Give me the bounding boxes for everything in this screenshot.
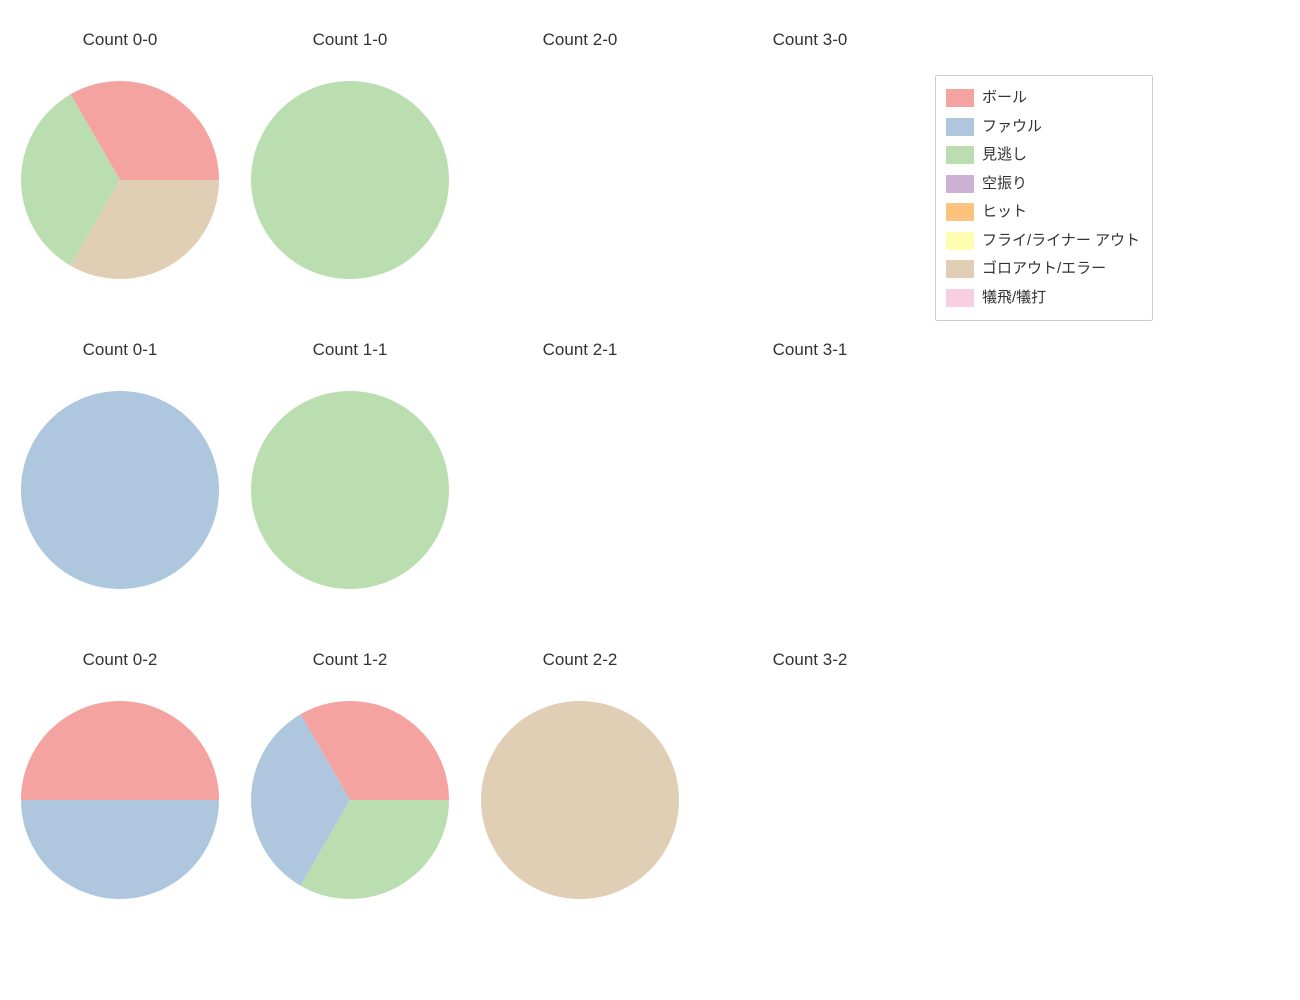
legend-item: ファウル — [946, 113, 1140, 142]
chart-grid-root: Count 0-033.333.333.3Count 1-0100.0Count… — [0, 0, 1300, 1000]
legend-swatch — [946, 146, 974, 164]
pie-title: Count 1-0 — [240, 30, 460, 50]
pie-slice — [251, 81, 449, 279]
legend-item: ゴロアウト/エラー — [946, 255, 1140, 284]
pie-title: Count 2-0 — [470, 30, 690, 50]
legend-swatch — [946, 118, 974, 136]
legend-label: 空振り — [982, 170, 1027, 199]
pie-slice — [481, 701, 679, 899]
pie-title: Count 0-0 — [10, 30, 230, 50]
pie-chart — [19, 389, 221, 591]
pie-title: Count 0-2 — [10, 650, 230, 670]
pie-slice — [251, 391, 449, 589]
legend-label: ゴロアウト/エラー — [982, 255, 1106, 284]
legend-item: 見逃し — [946, 141, 1140, 170]
pie-title: Count 1-1 — [240, 340, 460, 360]
legend-label: ヒット — [982, 198, 1027, 227]
pie-chart — [19, 699, 221, 901]
legend-label: フライ/ライナー アウト — [982, 227, 1140, 256]
legend-label: 見逃し — [982, 141, 1027, 170]
pie-chart — [249, 389, 451, 591]
pie-title: Count 3-0 — [700, 30, 920, 50]
pie-title: Count 0-1 — [10, 340, 230, 360]
pie-slice — [21, 701, 219, 800]
legend-label: ファウル — [982, 113, 1042, 142]
pie-slice — [21, 800, 219, 899]
legend-swatch — [946, 203, 974, 221]
legend-label: 犠飛/犠打 — [982, 284, 1046, 313]
legend-item: ボール — [946, 84, 1140, 113]
pie-slice — [21, 391, 219, 589]
legend-item: フライ/ライナー アウト — [946, 227, 1140, 256]
legend-swatch — [946, 175, 974, 193]
pie-title: Count 2-1 — [470, 340, 690, 360]
legend-item: ヒット — [946, 198, 1140, 227]
pie-chart — [249, 79, 451, 281]
pie-title: Count 1-2 — [240, 650, 460, 670]
pie-chart — [479, 699, 681, 901]
legend-swatch — [946, 89, 974, 107]
legend-swatch — [946, 289, 974, 307]
legend-item: 空振り — [946, 170, 1140, 199]
pie-title: Count 3-1 — [700, 340, 920, 360]
pie-title: Count 3-2 — [700, 650, 920, 670]
pie-chart — [249, 699, 451, 901]
pie-title: Count 2-2 — [470, 650, 690, 670]
pie-chart — [19, 79, 221, 281]
legend-item: 犠飛/犠打 — [946, 284, 1140, 313]
legend-label: ボール — [982, 84, 1027, 113]
legend-swatch — [946, 260, 974, 278]
legend: ボールファウル見逃し空振りヒットフライ/ライナー アウトゴロアウト/エラー犠飛/… — [935, 75, 1153, 321]
legend-swatch — [946, 232, 974, 250]
